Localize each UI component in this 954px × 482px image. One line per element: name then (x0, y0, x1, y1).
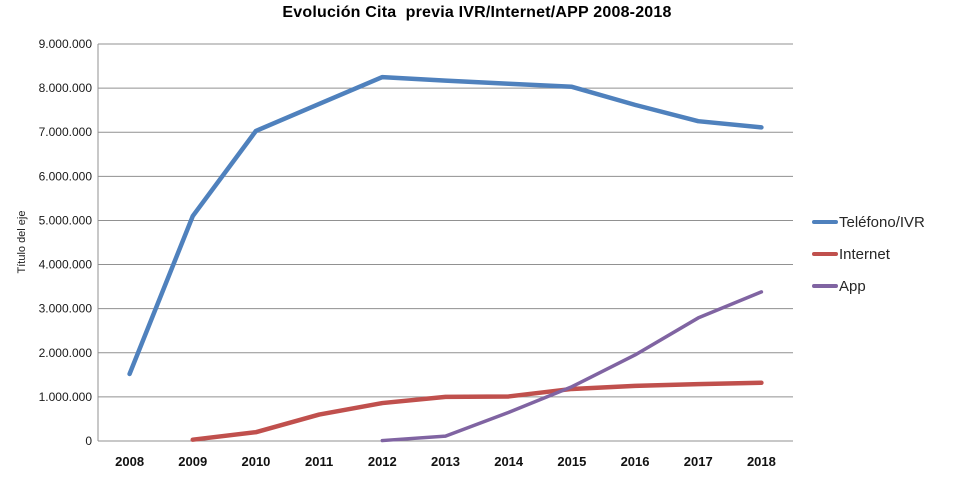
legend-label: Teléfono/IVR (839, 213, 925, 231)
legend-line-swatch (812, 220, 838, 224)
series-line-app (380, 290, 764, 443)
y-axis-tick-label: 6.000.000 (39, 169, 93, 183)
legend-item-app: App (812, 270, 925, 302)
x-axis-tick-label: 2016 (621, 454, 650, 469)
legend-label: Internet (839, 245, 890, 263)
y-axis-tick-label: 3.000.000 (39, 302, 93, 316)
x-axis-tick-label: 2010 (241, 454, 270, 469)
y-axis-tick-label: 5.000.000 (39, 213, 93, 227)
y-axis-tick-label: 4.000.000 (39, 258, 93, 272)
y-axis-tick-label: 7.000.000 (39, 125, 93, 139)
y-axis-title: Título del eje (16, 210, 28, 274)
y-axis-tick-label: 9.000.000 (39, 37, 93, 51)
legend: Teléfono/IVR Internet App (812, 206, 925, 302)
y-axis-tick-label: 2.000.000 (39, 346, 93, 360)
legend-label: App (839, 277, 866, 295)
series-line-internet (190, 380, 764, 442)
y-axis-tick-label: 8.000.000 (39, 81, 93, 95)
y-axis-tick-label: 1.000.000 (39, 390, 93, 404)
x-axis-tick-label: 2008 (115, 454, 144, 469)
x-axis-tick-label: 2014 (494, 454, 524, 469)
x-axis-tick-label: 2012 (368, 454, 397, 469)
x-axis-tick-label: 2011 (305, 454, 333, 469)
x-axis-tick-label: 2013 (431, 454, 460, 469)
x-axis-tick-label: 2009 (178, 454, 207, 469)
legend-line-swatch (812, 252, 838, 256)
x-axis-tick-label: 2017 (684, 454, 713, 469)
series-line-tel-fono-ivr (127, 74, 764, 377)
legend-item-tel-fono-ivr: Teléfono/IVR (812, 206, 925, 238)
legend-line-swatch (812, 284, 838, 288)
x-axis-tick-label: 2015 (557, 454, 586, 469)
chart-title: Evolución Cita previa IVR/Internet/APP 2… (282, 4, 672, 21)
legend-item-internet: Internet (812, 238, 925, 270)
x-axis-tick-label: 2018 (747, 454, 776, 469)
y-axis-tick-label: 0 (85, 434, 92, 448)
